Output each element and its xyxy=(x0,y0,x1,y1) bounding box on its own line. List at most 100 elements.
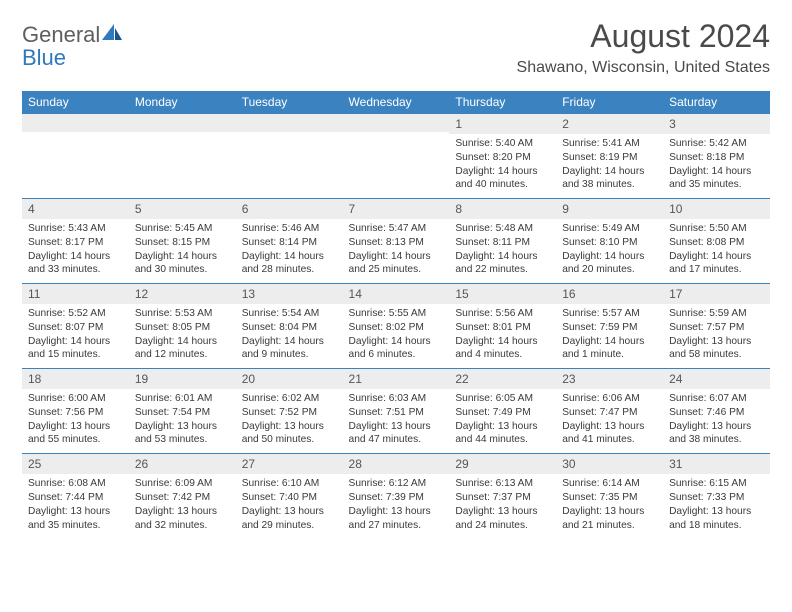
sunset-text: Sunset: 7:51 PM xyxy=(349,406,444,420)
daylight-l1: Daylight: 13 hours xyxy=(242,505,337,519)
sunset-text: Sunset: 8:13 PM xyxy=(349,236,444,250)
day-number: 14 xyxy=(343,284,450,304)
day-number: 31 xyxy=(663,454,770,474)
sunset-text: Sunset: 8:18 PM xyxy=(669,151,764,165)
day-cell: 22Sunrise: 6:05 AMSunset: 7:49 PMDayligh… xyxy=(449,369,556,454)
sunrise-text: Sunrise: 6:12 AM xyxy=(349,477,444,491)
day-cell: 7Sunrise: 5:47 AMSunset: 8:13 PMDaylight… xyxy=(343,199,450,284)
sunrise-text: Sunrise: 6:02 AM xyxy=(242,392,337,406)
sunset-text: Sunset: 7:35 PM xyxy=(562,491,657,505)
sunrise-text: Sunrise: 5:48 AM xyxy=(455,222,550,236)
day-number: 3 xyxy=(663,114,770,134)
daylight-l1: Daylight: 13 hours xyxy=(349,420,444,434)
daylight-l2: and 50 minutes. xyxy=(242,433,337,447)
sunrise-text: Sunrise: 5:54 AM xyxy=(242,307,337,321)
day-number xyxy=(129,114,236,132)
day-info: Sunrise: 5:41 AMSunset: 8:19 PMDaylight:… xyxy=(556,134,663,198)
day-info: Sunrise: 5:43 AMSunset: 8:17 PMDaylight:… xyxy=(22,219,129,283)
sunrise-text: Sunrise: 6:07 AM xyxy=(669,392,764,406)
day-number xyxy=(343,114,450,132)
sunset-text: Sunset: 7:59 PM xyxy=(562,321,657,335)
daylight-l2: and 21 minutes. xyxy=(562,519,657,533)
sunrise-text: Sunrise: 6:00 AM xyxy=(28,392,123,406)
day-number: 27 xyxy=(236,454,343,474)
daylight-l1: Daylight: 14 hours xyxy=(669,165,764,179)
day-info xyxy=(343,132,450,190)
daylight-l2: and 41 minutes. xyxy=(562,433,657,447)
day-number: 19 xyxy=(129,369,236,389)
sunrise-text: Sunrise: 6:08 AM xyxy=(28,477,123,491)
day-cell: 21Sunrise: 6:03 AMSunset: 7:51 PMDayligh… xyxy=(343,369,450,454)
sunset-text: Sunset: 7:57 PM xyxy=(669,321,764,335)
day-info: Sunrise: 5:45 AMSunset: 8:15 PMDaylight:… xyxy=(129,219,236,283)
day-cell xyxy=(236,114,343,199)
day-number: 29 xyxy=(449,454,556,474)
day-number: 17 xyxy=(663,284,770,304)
daylight-l2: and 22 minutes. xyxy=(455,263,550,277)
sunset-text: Sunset: 8:07 PM xyxy=(28,321,123,335)
weekday-monday: Monday xyxy=(129,91,236,114)
day-cell: 27Sunrise: 6:10 AMSunset: 7:40 PMDayligh… xyxy=(236,454,343,539)
daylight-l2: and 25 minutes. xyxy=(349,263,444,277)
logo-sail-icon xyxy=(100,22,124,42)
day-info: Sunrise: 6:08 AMSunset: 7:44 PMDaylight:… xyxy=(22,474,129,538)
title-block: August 2024 Shawano, Wisconsin, United S… xyxy=(517,18,770,77)
daylight-l1: Daylight: 14 hours xyxy=(135,250,230,264)
daylight-l2: and 18 minutes. xyxy=(669,519,764,533)
day-info: Sunrise: 6:12 AMSunset: 7:39 PMDaylight:… xyxy=(343,474,450,538)
sunset-text: Sunset: 8:10 PM xyxy=(562,236,657,250)
sunset-text: Sunset: 8:20 PM xyxy=(455,151,550,165)
sunrise-text: Sunrise: 5:40 AM xyxy=(455,137,550,151)
location-text: Shawano, Wisconsin, United States xyxy=(517,59,770,77)
daylight-l2: and 28 minutes. xyxy=(242,263,337,277)
sunrise-text: Sunrise: 6:09 AM xyxy=(135,477,230,491)
sunset-text: Sunset: 8:14 PM xyxy=(242,236,337,250)
sunrise-text: Sunrise: 6:01 AM xyxy=(135,392,230,406)
daylight-l2: and 20 minutes. xyxy=(562,263,657,277)
sunset-text: Sunset: 7:37 PM xyxy=(455,491,550,505)
day-cell: 31Sunrise: 6:15 AMSunset: 7:33 PMDayligh… xyxy=(663,454,770,539)
daylight-l2: and 15 minutes. xyxy=(28,348,123,362)
day-info: Sunrise: 6:09 AMSunset: 7:42 PMDaylight:… xyxy=(129,474,236,538)
day-cell: 10Sunrise: 5:50 AMSunset: 8:08 PMDayligh… xyxy=(663,199,770,284)
sunrise-text: Sunrise: 5:47 AM xyxy=(349,222,444,236)
day-cell: 6Sunrise: 5:46 AMSunset: 8:14 PMDaylight… xyxy=(236,199,343,284)
day-cell: 28Sunrise: 6:12 AMSunset: 7:39 PMDayligh… xyxy=(343,454,450,539)
sunrise-text: Sunrise: 5:50 AM xyxy=(669,222,764,236)
daylight-l1: Daylight: 14 hours xyxy=(455,335,550,349)
sunset-text: Sunset: 8:02 PM xyxy=(349,321,444,335)
day-info: Sunrise: 5:48 AMSunset: 8:11 PMDaylight:… xyxy=(449,219,556,283)
sunset-text: Sunset: 8:05 PM xyxy=(135,321,230,335)
daylight-l1: Daylight: 13 hours xyxy=(562,505,657,519)
daylight-l2: and 47 minutes. xyxy=(349,433,444,447)
sunrise-text: Sunrise: 5:41 AM xyxy=(562,137,657,151)
daylight-l2: and 29 minutes. xyxy=(242,519,337,533)
daylight-l2: and 6 minutes. xyxy=(349,348,444,362)
daylight-l1: Daylight: 13 hours xyxy=(669,505,764,519)
sunrise-text: Sunrise: 6:06 AM xyxy=(562,392,657,406)
day-info: Sunrise: 6:15 AMSunset: 7:33 PMDaylight:… xyxy=(663,474,770,538)
day-cell: 18Sunrise: 6:00 AMSunset: 7:56 PMDayligh… xyxy=(22,369,129,454)
day-cell: 3 Sunrise: 5:42 AMSunset: 8:18 PMDaylight… xyxy=(663,114,770,199)
weekday-wednesday: Wednesday xyxy=(343,91,450,114)
day-cell: 26Sunrise: 6:09 AMSunset: 7:42 PMDayligh… xyxy=(129,454,236,539)
day-cell: 17Sunrise: 5:59 AMSunset: 7:57 PMDayligh… xyxy=(663,284,770,369)
sunrise-text: Sunrise: 5:59 AM xyxy=(669,307,764,321)
daylight-l1: Daylight: 14 hours xyxy=(242,250,337,264)
day-cell: 30Sunrise: 6:14 AMSunset: 7:35 PMDayligh… xyxy=(556,454,663,539)
sunset-text: Sunset: 7:54 PM xyxy=(135,406,230,420)
daylight-l2: and 35 minutes. xyxy=(28,519,123,533)
day-number: 15 xyxy=(449,284,556,304)
day-number: 21 xyxy=(343,369,450,389)
sunset-text: Sunset: 8:11 PM xyxy=(455,236,550,250)
weekday-sunday: Sunday xyxy=(22,91,129,114)
daylight-l1: Daylight: 14 hours xyxy=(562,250,657,264)
day-cell: 24Sunrise: 6:07 AMSunset: 7:46 PMDayligh… xyxy=(663,369,770,454)
sunrise-text: Sunrise: 5:42 AM xyxy=(669,137,764,151)
day-info xyxy=(129,132,236,190)
day-cell: 5Sunrise: 5:45 AMSunset: 8:15 PMDaylight… xyxy=(129,199,236,284)
day-info: Sunrise: 5:54 AMSunset: 8:04 PMDaylight:… xyxy=(236,304,343,368)
day-number: 1 xyxy=(449,114,556,134)
sunset-text: Sunset: 8:17 PM xyxy=(28,236,123,250)
day-number: 24 xyxy=(663,369,770,389)
